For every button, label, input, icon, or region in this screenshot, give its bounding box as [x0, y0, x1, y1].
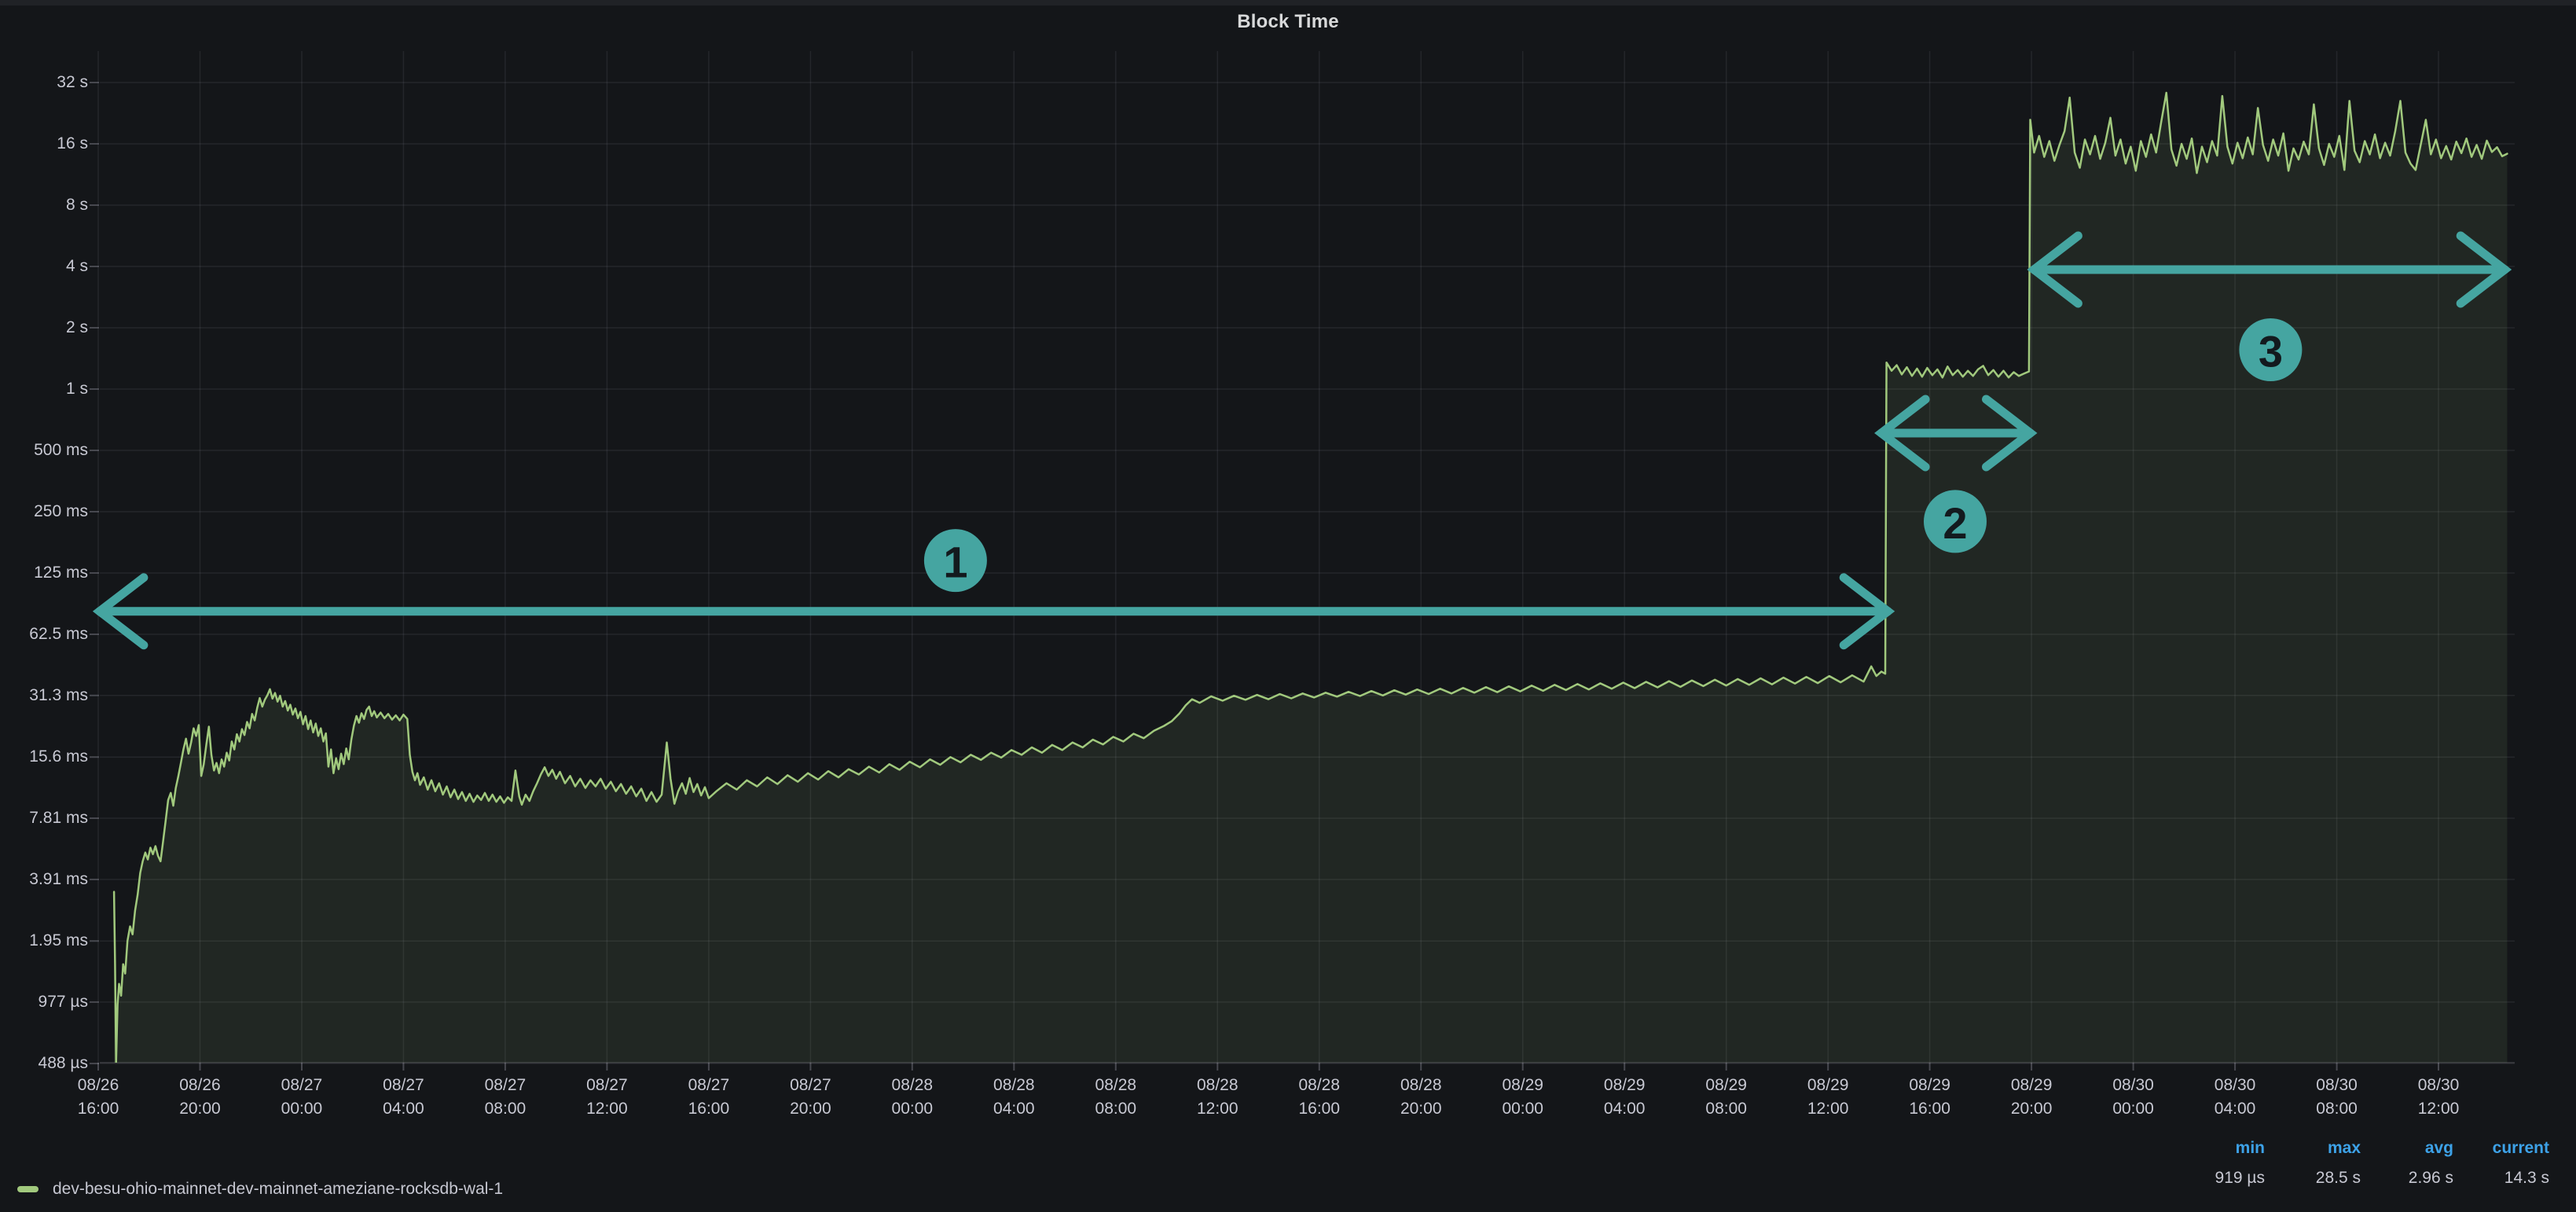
annotation-arrow-2 — [1874, 395, 2038, 472]
x-tick-label: 08/29 08:00 — [1705, 1076, 1747, 1118]
x-tick-label: 08/28 20:00 — [1400, 1076, 1442, 1118]
x-tick-label: 08/29 00:00 — [1502, 1076, 1543, 1118]
svg-text:1: 1 — [943, 538, 967, 587]
stat-value-max: 28.5 s — [2315, 1169, 2361, 1187]
x-tick-label: 08/29 12:00 — [1807, 1076, 1849, 1118]
y-tick-label: 15.6 ms — [29, 747, 88, 766]
x-tick-label: 08/27 04:00 — [383, 1076, 424, 1118]
legend-item[interactable]: dev-besu-ohio-mainnet-dev-mainnet-amezia… — [17, 1176, 503, 1203]
panel-top-divider — [0, 0, 2576, 6]
stat-header-current[interactable]: current — [2492, 1139, 2549, 1157]
y-tick-label: 1.95 ms — [29, 931, 88, 950]
x-tick-label: 08/30 08:00 — [2316, 1076, 2358, 1118]
x-tick-label: 08/27 08:00 — [484, 1076, 527, 1118]
x-tick-label: 08/30 12:00 — [2417, 1076, 2460, 1118]
series-color-swatch-icon — [17, 1186, 39, 1192]
stat-value-current: 14.3 s — [2504, 1169, 2549, 1187]
x-tick-label: 08/28 04:00 — [993, 1076, 1035, 1118]
x-tick-label: 08/27 12:00 — [586, 1076, 628, 1118]
x-tick-label: 08/26 20:00 — [179, 1076, 221, 1118]
y-tick-label: 125 ms — [34, 564, 88, 582]
x-tick-label: 08/27 00:00 — [281, 1076, 323, 1118]
annotation-arrow-1 — [92, 573, 1895, 650]
y-tick-label: 1 s — [65, 380, 88, 398]
annotation-number-3: 3 — [2239, 318, 2303, 381]
y-tick-label: 31.3 ms — [29, 685, 88, 704]
x-tick-label: 08/30 04:00 — [2214, 1076, 2256, 1118]
y-tick-label: 32 s — [57, 73, 88, 91]
y-tick-label: 977 µs — [38, 992, 88, 1011]
y-tick-label: 3.91 ms — [29, 869, 88, 888]
y-tick-label: 250 ms — [34, 502, 88, 520]
x-tick-label: 08/30 00:00 — [2112, 1076, 2154, 1118]
x-tick-label: 08/29 20:00 — [2010, 1076, 2053, 1118]
annotation-number-2: 2 — [1924, 490, 1987, 553]
annotation-arrow-3 — [2027, 231, 2512, 308]
x-tick-label: 08/27 16:00 — [688, 1076, 730, 1118]
x-tick-label: 08/29 16:00 — [1909, 1076, 1950, 1118]
stat-header-max[interactable]: max — [2327, 1139, 2361, 1157]
x-tick-label: 08/28 00:00 — [891, 1076, 934, 1118]
y-tick-label: 7.81 ms — [29, 809, 88, 828]
y-tick-label: 2 s — [65, 318, 88, 336]
stat-value-min: 919 µs — [2215, 1169, 2265, 1187]
y-tick-label: 62.5 ms — [29, 625, 88, 643]
x-tick-label: 08/28 16:00 — [1298, 1076, 1341, 1118]
y-tick-label: 4 s — [65, 257, 88, 275]
stat-header-min[interactable]: min — [2235, 1139, 2265, 1157]
stat-value-avg: 2.96 s — [2408, 1169, 2453, 1187]
svg-text:2: 2 — [1943, 498, 1967, 548]
stat-header-avg[interactable]: avg — [2424, 1139, 2453, 1157]
legend-stats: min max avg current 919 µs 28.5 s 2.96 s… — [2178, 1139, 2549, 1188]
x-tick-label: 08/28 08:00 — [1095, 1076, 1137, 1118]
x-tick-label: 08/29 04:00 — [1603, 1076, 1646, 1118]
y-tick-label: 500 ms — [34, 441, 88, 459]
legend-series-label: dev-besu-ohio-mainnet-dev-mainnet-amezia… — [53, 1180, 504, 1198]
x-tick-label: 08/28 12:00 — [1196, 1076, 1238, 1118]
annotation-number-1: 1 — [923, 529, 987, 593]
y-tick-label: 8 s — [65, 196, 88, 214]
panel-title[interactable]: Block Time — [1237, 11, 1339, 32]
x-tick-label: 08/26 16:00 — [77, 1076, 119, 1118]
series-line — [112, 91, 2508, 1063]
y-tick-label: 488 µs — [38, 1054, 88, 1073]
y-tick-label: 16 s — [57, 134, 88, 152]
series-area-fill — [114, 93, 2508, 1063]
svg-text:3: 3 — [2259, 327, 2283, 376]
x-tick-label: 08/27 20:00 — [790, 1076, 831, 1118]
